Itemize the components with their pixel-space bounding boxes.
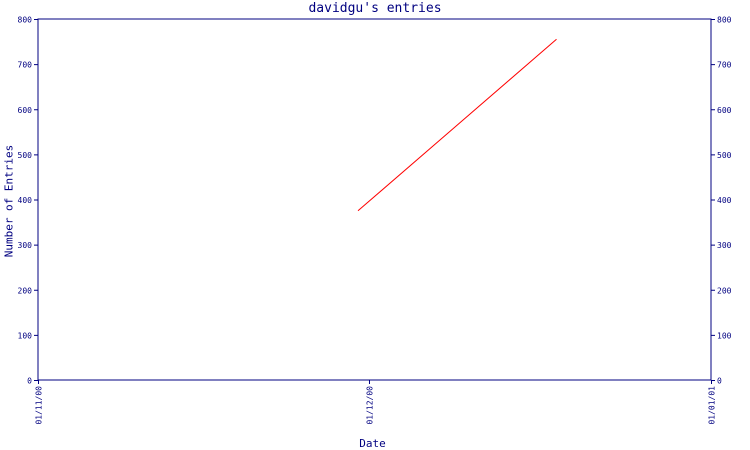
y-tick-label-left: 700 — [18, 61, 33, 70]
y-tick-label-right: 400 — [717, 196, 732, 205]
y-tick-label-left: 200 — [18, 286, 33, 295]
y-tick-label-right: 700 — [717, 61, 732, 70]
y-tick-label-right: 0 — [717, 377, 722, 386]
y-tick-label-left: 800 — [18, 16, 33, 25]
series-line-0 — [357, 38, 557, 212]
chart-title: davidgu's entries — [308, 1, 442, 16]
x-tick-label: 01/01/01 — [708, 386, 717, 425]
x-tick-label: 01/11/00 — [35, 386, 44, 425]
y-tick-label-right: 200 — [717, 286, 732, 295]
y-tick-label-left: 300 — [18, 241, 33, 250]
y-tick-label-left: 500 — [18, 151, 33, 160]
y-tick-label-right: 600 — [717, 106, 732, 115]
y-tick-label-left: 0 — [27, 377, 32, 386]
x-tick-label: 01/12/00 — [365, 386, 374, 425]
y-tick-label-right: 500 — [717, 151, 732, 160]
y-tick-label-right: 800 — [717, 16, 732, 25]
plot-frame — [37, 18, 712, 381]
y-tick-label-left: 100 — [18, 331, 33, 340]
y-tick-label-left: 400 — [18, 196, 33, 205]
y-tick-label-right: 300 — [717, 241, 732, 250]
y-tick-label-left: 600 — [18, 106, 33, 115]
y-tick-label-right: 100 — [717, 331, 732, 340]
x-axis-label: Date — [359, 437, 386, 450]
